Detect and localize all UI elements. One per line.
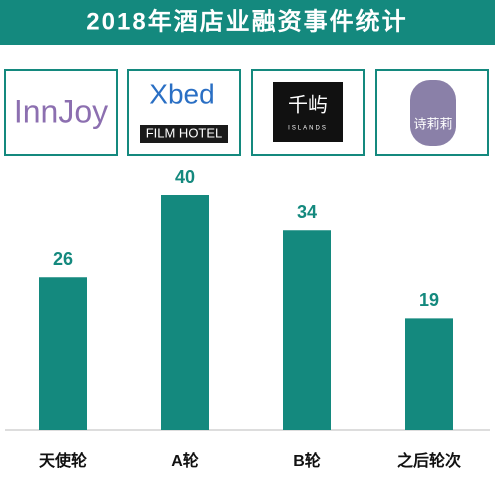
value-label: 34 — [297, 202, 317, 222]
x-tick-label: 天使轮 — [39, 451, 87, 470]
logo-text: 千屿 — [288, 93, 328, 117]
bar — [39, 277, 87, 430]
value-label: 26 — [53, 249, 73, 269]
chart-title: 2018年酒店业融资事件统计 — [86, 7, 407, 35]
logo-box — [4, 69, 118, 156]
logo-band — [140, 125, 228, 143]
x-tick-label: A轮 — [171, 451, 199, 470]
logo-text: ISLANDS — [288, 126, 328, 132]
logo-text: 诗莉莉 — [413, 116, 452, 131]
logo-text: InnJoy — [14, 93, 108, 129]
x-tick-label: B轮 — [293, 451, 321, 470]
logo-mark — [410, 80, 456, 146]
bar — [405, 318, 453, 430]
logo-text: FILM HOTEL — [146, 125, 223, 140]
logo-row: InnJoy Xbed FILM HOTEL 千屿 ISLANDS 诗莉莉 — [4, 69, 489, 156]
value-label: 40 — [175, 167, 195, 187]
bar — [283, 230, 331, 430]
value-label: 19 — [419, 290, 439, 310]
bar — [161, 195, 209, 430]
title-bar — [0, 0, 495, 45]
logo-text: Xbed — [149, 78, 214, 109]
logo-mark — [273, 82, 343, 142]
x-tick-label: 之后轮次 — [397, 451, 461, 470]
